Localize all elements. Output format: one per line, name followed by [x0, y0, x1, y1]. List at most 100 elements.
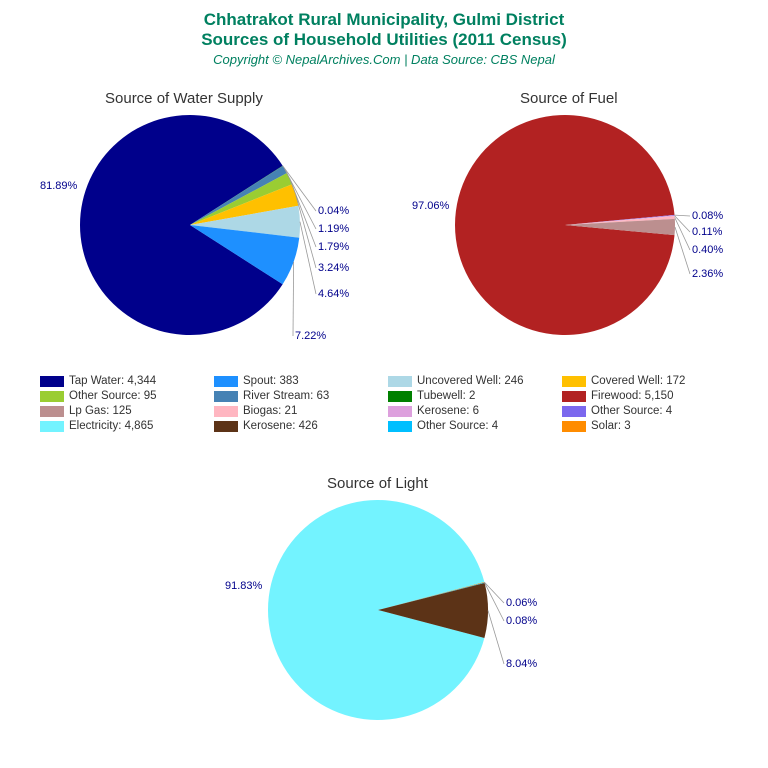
- title-line-2: Sources of Household Utilities (2011 Cen…: [0, 30, 768, 50]
- legend-item: Firewood: 5,150: [562, 390, 736, 402]
- legend-swatch: [388, 421, 412, 432]
- legend-swatch: [388, 376, 412, 387]
- leader-line: [300, 222, 316, 294]
- leader-line: [485, 583, 504, 621]
- pie-slice: [190, 225, 299, 284]
- legend-swatch: [40, 406, 64, 417]
- legend-swatch: [40, 421, 64, 432]
- leader-line: [488, 610, 504, 664]
- legend-item: Spout: 383: [214, 375, 388, 387]
- legend-swatch: [562, 406, 586, 417]
- pie-slice: [565, 216, 675, 225]
- legend-swatch: [562, 376, 586, 387]
- legend-item: Tap Water: 4,344: [40, 375, 214, 387]
- pct-label-main: 81.89%: [40, 180, 77, 192]
- header: Chhatrakot Rural Municipality, Gulmi Dis…: [0, 0, 768, 67]
- legend-swatch: [214, 406, 238, 417]
- title-line-1: Chhatrakot Rural Municipality, Gulmi Dis…: [0, 10, 768, 30]
- subtitle: Copyright © NepalArchives.Com | Data Sou…: [0, 52, 768, 67]
- legend-item: Other Source: 4: [562, 405, 736, 417]
- legend-swatch: [40, 391, 64, 402]
- legend-label: Firewood: 5,150: [591, 390, 673, 402]
- pie-slice: [565, 215, 675, 225]
- legend-label: Spout: 383: [243, 375, 299, 387]
- pct-label-main: 91.83%: [225, 580, 262, 592]
- legend-label: Tubewell: 2: [417, 390, 475, 402]
- legend-label: Uncovered Well: 246: [417, 375, 524, 387]
- chart-title-light: Source of Light: [327, 475, 428, 492]
- legend-item: Solar: 3: [562, 420, 736, 432]
- legend-item: Other Source: 4: [388, 420, 562, 432]
- pie-slice: [565, 219, 675, 235]
- legend-label: Lp Gas: 125: [69, 405, 132, 417]
- legend-label: Covered Well: 172: [591, 375, 685, 387]
- pie-slice: [190, 173, 292, 225]
- legend-item: Lp Gas: 125: [40, 405, 214, 417]
- legend-swatch: [214, 391, 238, 402]
- legend-label: Other Source: 95: [69, 390, 157, 402]
- pie-slice: [378, 582, 485, 610]
- leader-line: [283, 166, 316, 211]
- legend-swatch: [214, 421, 238, 432]
- leader-line: [675, 215, 690, 216]
- pie-slice: [80, 115, 283, 335]
- chart-title-fuel: Source of Fuel: [520, 90, 618, 107]
- legend-swatch: [388, 391, 412, 402]
- legend-label: River Stream: 63: [243, 390, 329, 402]
- legend-label: Solar: 3: [591, 420, 631, 432]
- legend-swatch: [40, 376, 64, 387]
- legend-label: Other Source: 4: [417, 420, 498, 432]
- pie-slice: [565, 215, 675, 225]
- pct-label: 0.08%: [506, 615, 537, 627]
- legend-item: Other Source: 95: [40, 390, 214, 402]
- pie-slice: [378, 583, 488, 638]
- legend-swatch: [562, 391, 586, 402]
- chart-title-water: Source of Water Supply: [105, 90, 263, 107]
- legend-item: Tubewell: 2: [388, 390, 562, 402]
- pie-slice: [268, 500, 484, 720]
- pct-label: 0.11%: [692, 226, 722, 238]
- pie-slice: [455, 115, 675, 335]
- leader-line: [290, 179, 316, 247]
- legend-item: Covered Well: 172: [562, 375, 736, 387]
- pct-label: 0.04%: [318, 205, 349, 217]
- pie-slice: [190, 166, 287, 225]
- pct-label: 1.79%: [318, 241, 349, 253]
- legend-swatch: [214, 376, 238, 387]
- legend-label: Electricity: 4,865: [69, 420, 153, 432]
- legend-label: Tap Water: 4,344: [69, 375, 156, 387]
- pct-label: 7.22%: [295, 330, 326, 342]
- pie-slice: [190, 184, 298, 225]
- legend-item: Electricity: 4,865: [40, 420, 214, 432]
- leader-line: [484, 582, 504, 603]
- pct-label: 0.08%: [692, 210, 723, 222]
- pct-label: 0.06%: [506, 597, 537, 609]
- pct-label: 1.19%: [318, 223, 349, 235]
- legend-item: Kerosene: 426: [214, 420, 388, 432]
- legend-label: Kerosene: 6: [417, 405, 479, 417]
- legend-swatch: [562, 421, 586, 432]
- pct-label-main: 97.06%: [412, 200, 449, 212]
- leader-line: [675, 216, 690, 232]
- legend-label: Biogas: 21: [243, 405, 297, 417]
- legend-label: Kerosene: 426: [243, 420, 318, 432]
- legend-item: Biogas: 21: [214, 405, 388, 417]
- pct-label: 4.64%: [318, 288, 349, 300]
- leader-line: [285, 169, 316, 229]
- pie-slice: [190, 166, 283, 225]
- leader-line: [675, 227, 690, 274]
- legend-item: River Stream: 63: [214, 390, 388, 402]
- legend-item: Uncovered Well: 246: [388, 375, 562, 387]
- pie-slice: [378, 582, 484, 610]
- leader-line: [293, 262, 294, 336]
- pct-label: 3.24%: [318, 262, 349, 274]
- pct-label: 8.04%: [506, 658, 537, 670]
- pie-slice: [190, 206, 300, 238]
- pct-label: 0.40%: [692, 244, 723, 256]
- leader-line: [675, 218, 690, 250]
- legend-item: Kerosene: 6: [388, 405, 562, 417]
- legend-label: Other Source: 4: [591, 405, 672, 417]
- pct-label: 2.36%: [692, 268, 723, 280]
- legend: Tap Water: 4,344 Spout: 383 Uncovered Well…: [40, 375, 736, 432]
- leader-line: [296, 195, 316, 268]
